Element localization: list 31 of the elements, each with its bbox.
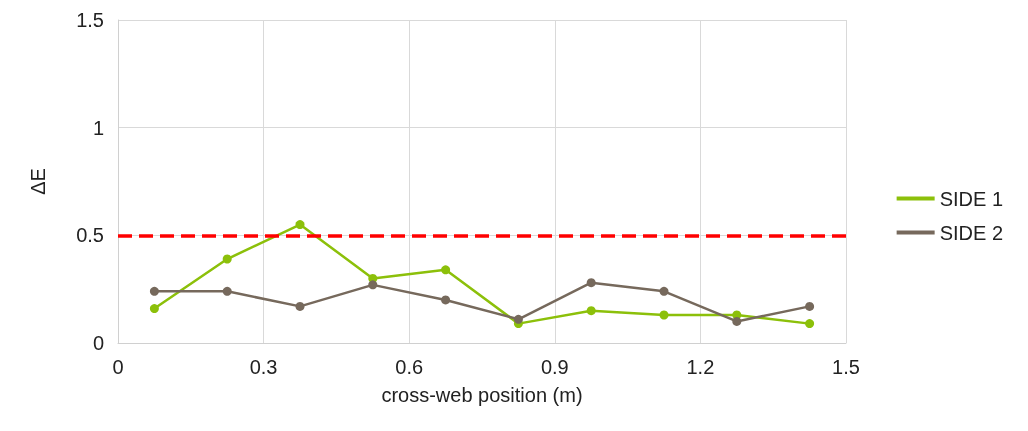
legend-label: SIDE 1 bbox=[939, 187, 1003, 210]
point bbox=[659, 310, 669, 320]
point bbox=[222, 254, 232, 264]
y-tick-label: 1.5 bbox=[76, 9, 104, 31]
x-tick-label: 0.9 bbox=[540, 356, 569, 378]
point bbox=[586, 278, 596, 288]
x-tick-label: 1.5 bbox=[832, 356, 860, 378]
point bbox=[513, 314, 523, 324]
point bbox=[805, 301, 815, 311]
point bbox=[295, 301, 305, 311]
point bbox=[441, 295, 451, 305]
point bbox=[441, 265, 451, 275]
point bbox=[659, 286, 669, 296]
x-axis-title: cross-web position (m) bbox=[381, 384, 583, 406]
y-tick-label: 0.5 bbox=[76, 224, 104, 247]
point bbox=[149, 304, 159, 314]
point bbox=[222, 286, 232, 296]
y-tick-label: 1 bbox=[92, 116, 104, 139]
legend-label: SIDE 2 bbox=[939, 221, 1003, 244]
point bbox=[805, 319, 815, 329]
point bbox=[295, 220, 305, 230]
x-tick-label: 0 bbox=[112, 356, 124, 378]
x-tick-label: 0.6 bbox=[395, 356, 424, 378]
y-tick-label: 0 bbox=[92, 332, 104, 354]
point bbox=[586, 306, 596, 316]
point bbox=[368, 280, 378, 290]
point bbox=[732, 316, 742, 326]
x-tick-label: 0.3 bbox=[249, 356, 278, 378]
x-tick-label: 1.2 bbox=[686, 356, 715, 378]
point bbox=[149, 286, 159, 296]
y-axis-title: ΔE bbox=[27, 168, 49, 195]
